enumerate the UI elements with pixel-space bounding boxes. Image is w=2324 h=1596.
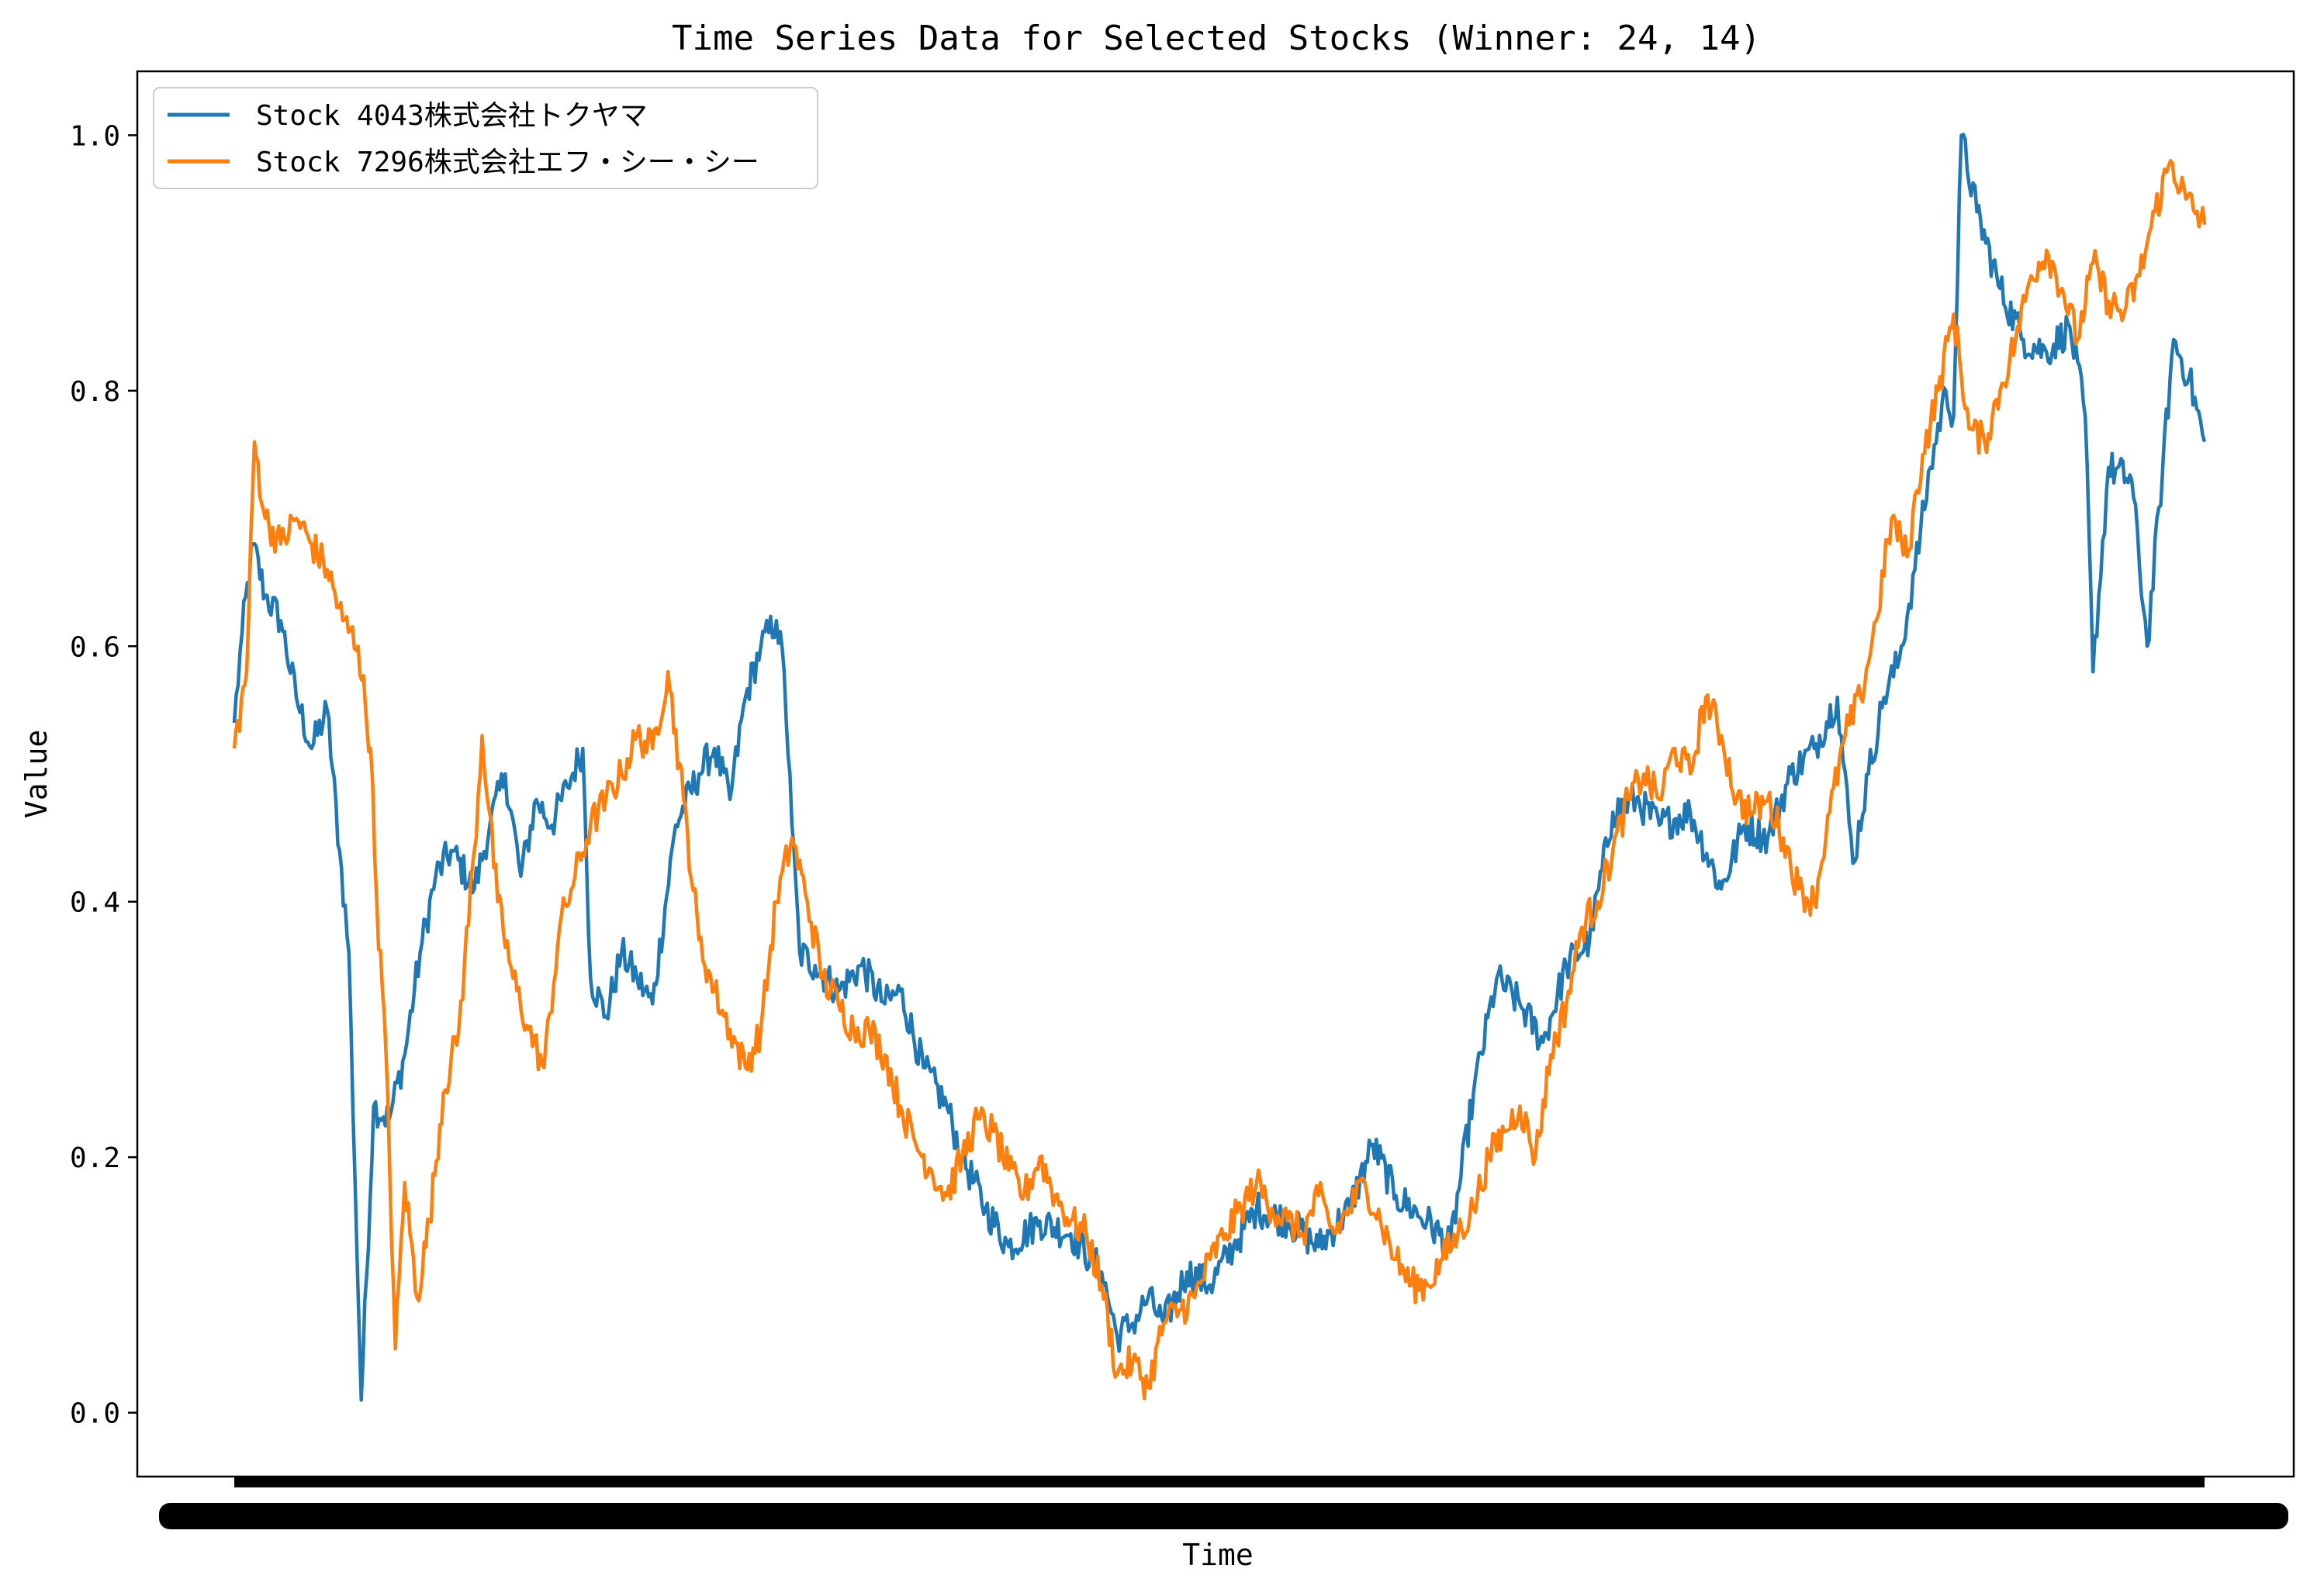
chart-title: Time Series Data for Selected Stocks (Wi…: [672, 19, 1761, 58]
series-layer: [232, 133, 2207, 1402]
legend: Stock 4043株式会社トクヤマ Stock 7296株式会社エフ・シー・シ…: [153, 87, 818, 189]
x-tick-labels-overlapping: [159, 1503, 2288, 1529]
series-line-stock-7296: [232, 159, 2207, 1401]
legend-box: [153, 87, 818, 189]
y-tick-label: 0.2: [70, 1142, 120, 1174]
legend-label-stock-4043: Stock 4043株式会社トクヤマ: [256, 100, 648, 132]
y-tick-label: 0.0: [70, 1398, 120, 1430]
y-axis: 0.0 0.2 0.4 0.6 0.8 1.0: [70, 120, 137, 1430]
y-tick-label: 0.4: [70, 887, 120, 919]
x-axis: [159, 1477, 2288, 1529]
legend-label-stock-7296: Stock 7296株式会社エフ・シー・シー: [256, 147, 759, 178]
y-axis-label: Value: [19, 730, 54, 818]
y-tick-label: 0.6: [70, 631, 120, 663]
y-tick-label: 0.8: [70, 376, 120, 408]
y-tick-label: 1.0: [70, 120, 120, 152]
x-tick-marks-dense: [234, 1477, 2205, 1487]
x-axis-label: Time: [1182, 1538, 1254, 1572]
series-line-stock-4043: [232, 133, 2207, 1402]
